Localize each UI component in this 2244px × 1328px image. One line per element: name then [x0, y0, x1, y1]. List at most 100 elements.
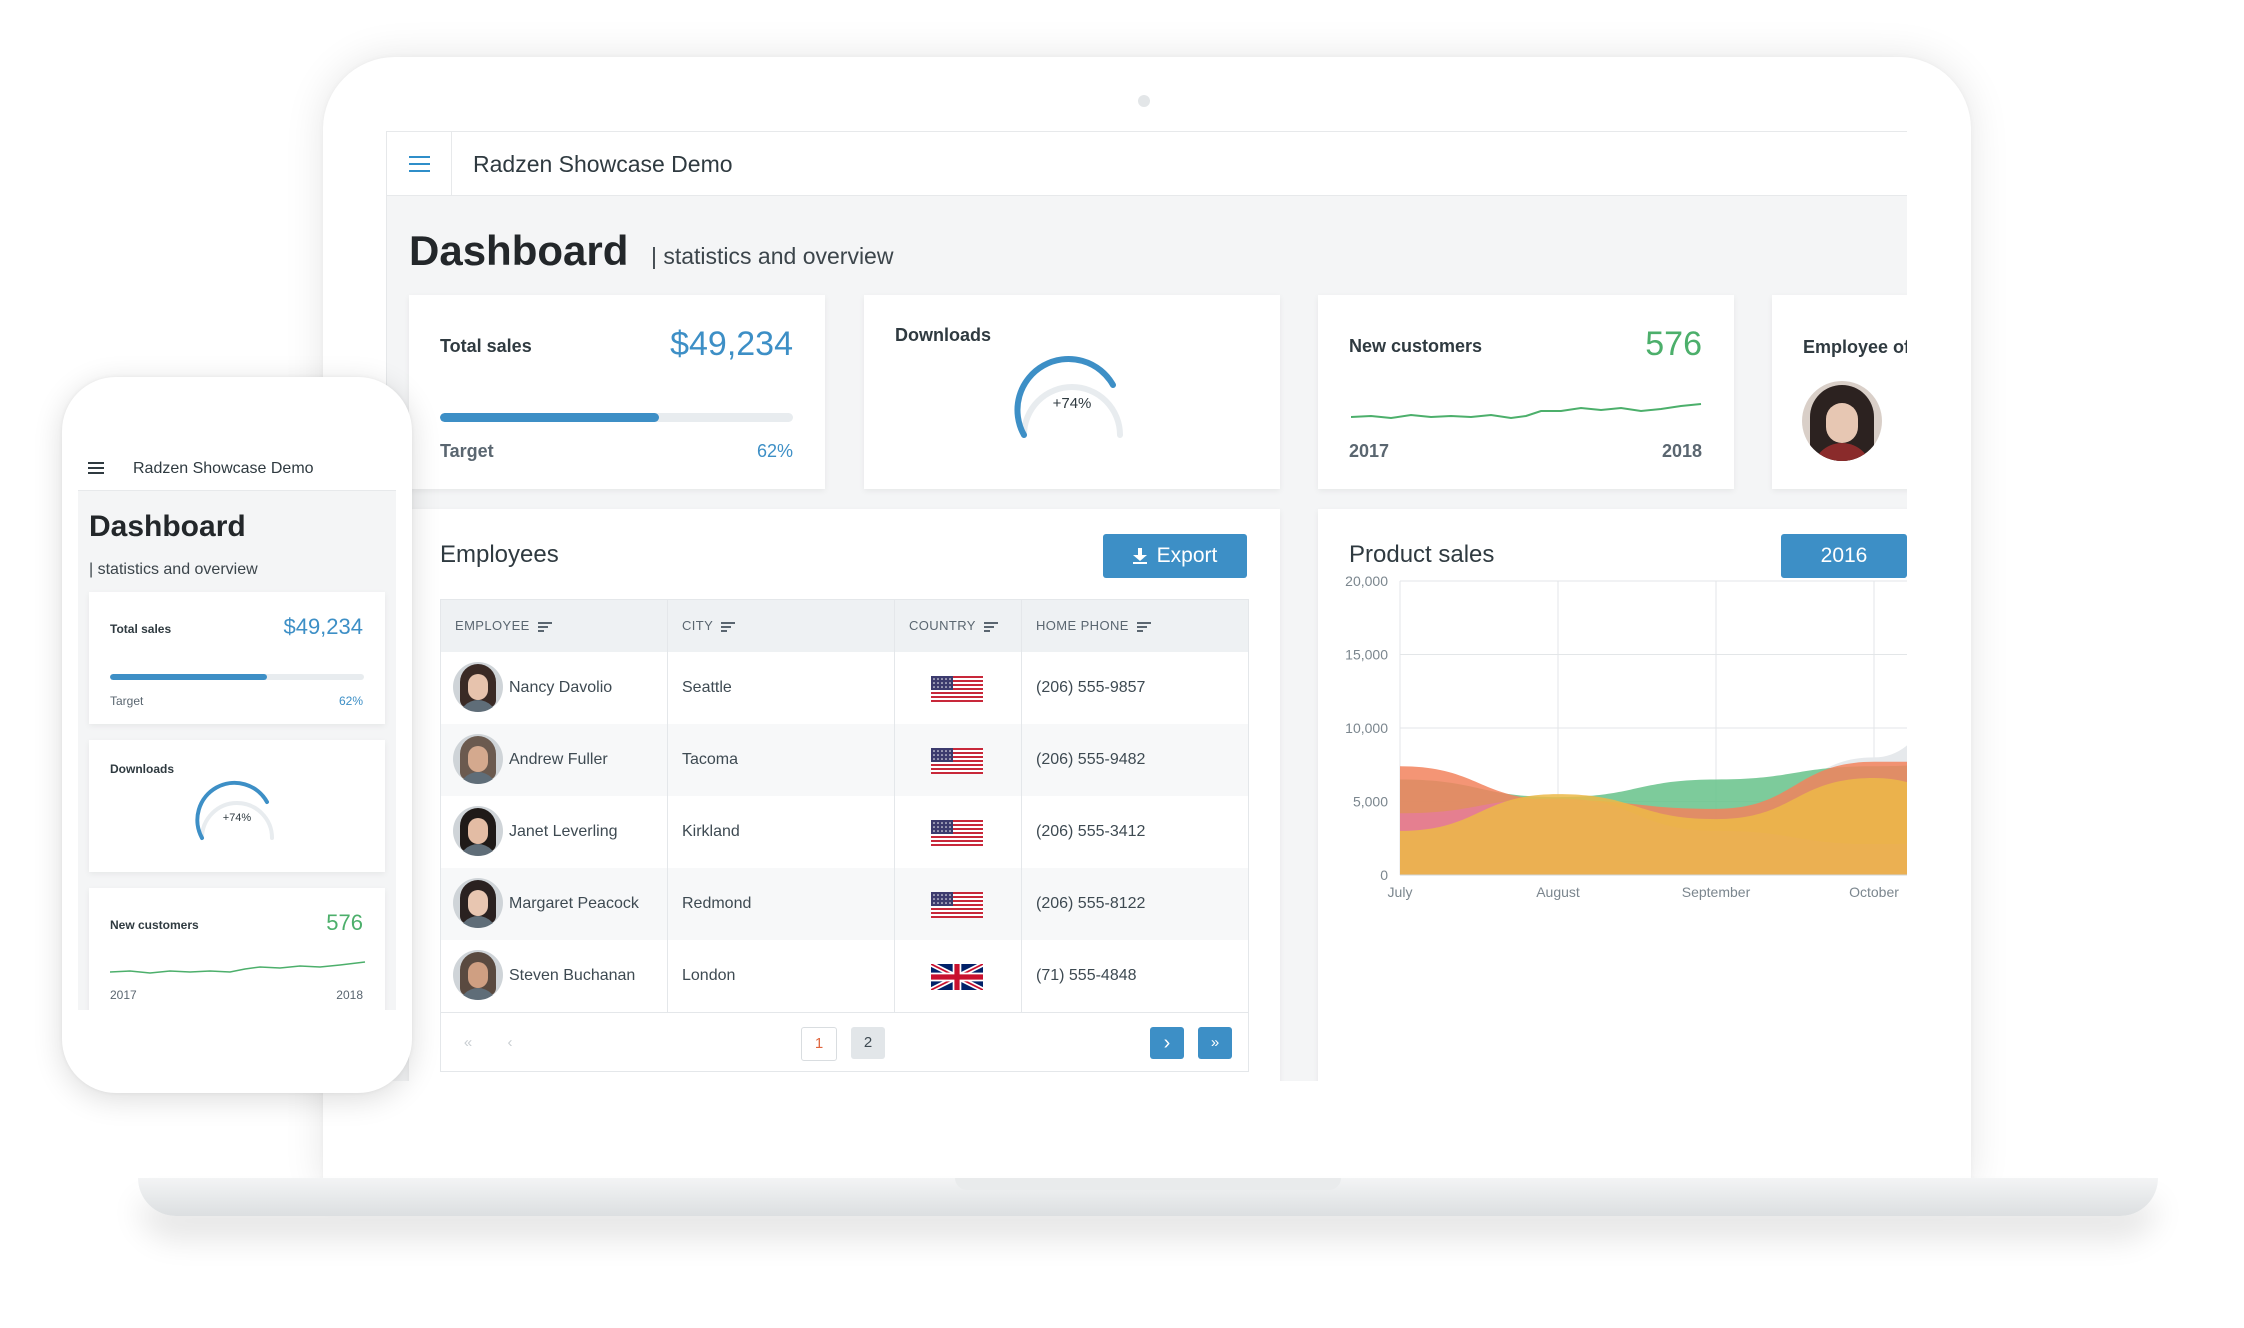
- downloads-change: +74%: [1052, 395, 1092, 412]
- column-header-city[interactable]: CITY: [682, 600, 736, 652]
- phone-target-label: Target: [110, 694, 144, 708]
- x-tick-label: August: [1536, 884, 1580, 900]
- laptop-screen: Radzen Showcase Demo Dashboard | statist…: [386, 131, 1907, 1081]
- page-title: Dashboard: [409, 227, 629, 274]
- phone-customers-from-year: 2017: [110, 988, 137, 1002]
- phone-total-sales-card: Total sales $49,234 Target 62%: [89, 592, 385, 724]
- uk-flag-icon: [931, 964, 983, 990]
- sort-icon[interactable]: [983, 621, 998, 632]
- employee-of-month-card: Employee of: [1772, 295, 1907, 489]
- customers-to-year: 2018: [1661, 441, 1702, 461]
- employee-home-phone: (206) 555-3412: [1036, 823, 1146, 840]
- pager-first-button[interactable]: «: [463, 1034, 473, 1051]
- target-percent: 62%: [756, 441, 793, 461]
- phone-page-title: Dashboard: [89, 510, 246, 543]
- sort-icon[interactable]: [1136, 621, 1151, 632]
- export-label: Export: [1156, 544, 1218, 567]
- employee-home-phone: (206) 555-9482: [1036, 751, 1146, 768]
- table-row[interactable]: Andrew Fuller Tacoma (206) 555-9482: [440, 724, 1249, 797]
- employee-name: Andrew Fuller: [509, 751, 608, 768]
- downloads-card: Downloads +74%: [864, 295, 1280, 489]
- year-dropdown-button[interactable]: 2016: [1781, 534, 1907, 578]
- table-row[interactable]: Steven Buchanan London (71) 555-4848: [440, 940, 1249, 1013]
- employees-title: Employees: [440, 541, 559, 568]
- employee-avatar: [453, 662, 503, 712]
- new-customers-card: New customers 576 2017 2018: [1318, 295, 1734, 489]
- pager-prev-button[interactable]: ‹: [507, 1034, 513, 1051]
- employee-avatar: [453, 878, 503, 928]
- employee-home-phone: (206) 555-9857: [1036, 679, 1146, 696]
- employee-city: Seattle: [682, 679, 732, 696]
- employee-avatar: [453, 734, 503, 784]
- downloads-gauge: [1014, 355, 1123, 438]
- us-flag-icon: [931, 892, 983, 918]
- us-flag-icon: [931, 676, 983, 702]
- y-tick-label: 10,000: [1345, 720, 1388, 736]
- x-tick-label: September: [1682, 884, 1751, 900]
- employee-city: Kirkland: [682, 823, 740, 840]
- employee-of-month-label: Employee of: [1803, 337, 1907, 357]
- y-tick-label: 15,000: [1345, 647, 1388, 663]
- column-city-label: CITY: [682, 618, 714, 633]
- sort-icon[interactable]: [537, 621, 552, 632]
- phone-target-progress-fill: [110, 674, 268, 680]
- us-flag-icon: [931, 748, 983, 774]
- total-sales-value: $49,234: [670, 325, 793, 363]
- table-row[interactable]: Janet Leverling Kirkland (206) 555-3412: [440, 796, 1249, 869]
- export-button[interactable]: Export: [1103, 534, 1247, 578]
- pager-last-button[interactable]: »: [1198, 1027, 1232, 1059]
- phone-page-subtitle: | statistics and overview: [89, 561, 258, 578]
- employee-avatar: [453, 806, 503, 856]
- employee-name: Nancy Davolio: [509, 679, 613, 696]
- target-progress-fill: [440, 413, 659, 422]
- employee-name: Margaret Peacock: [509, 895, 639, 912]
- laptop-base-notch: [955, 1178, 1341, 1190]
- phone-customers-to-year: 2018: [336, 988, 363, 1002]
- employee-name: Steven Buchanan: [509, 967, 636, 984]
- employee-home-phone: (71) 555-4848: [1036, 967, 1137, 984]
- target-label: Target: [440, 441, 494, 461]
- y-tick-label: 20,000: [1345, 573, 1388, 589]
- pager-page-2[interactable]: 2: [851, 1027, 885, 1059]
- employees-grid-header: EMPLOYEE CITY COUNTRY HOME PHONE: [440, 599, 1249, 653]
- app-title: Radzen Showcase Demo: [473, 151, 733, 177]
- employees-pager: « ‹ 1 2 › »: [440, 1013, 1249, 1072]
- phone-downloads-card: Downloads +74%: [89, 740, 385, 872]
- column-header-employee[interactable]: EMPLOYEE: [455, 600, 552, 652]
- x-tick-label: October: [1849, 884, 1899, 900]
- sort-icon[interactable]: [721, 621, 736, 632]
- column-header-country[interactable]: COUNTRY: [909, 600, 998, 652]
- column-home-phone-label: HOME PHONE: [1036, 618, 1129, 633]
- total-sales-label: Total sales: [440, 336, 532, 356]
- phone-customers-sparkline: [110, 961, 366, 974]
- phone-total-sales-value: $49,234: [283, 614, 363, 639]
- employee-city: Tacoma: [682, 751, 739, 768]
- customers-from-year: 2017: [1349, 441, 1390, 461]
- us-flag-icon: [931, 820, 983, 846]
- phone-downloads-change: +74%: [222, 812, 252, 824]
- table-row[interactable]: Nancy Davolio Seattle (206) 555-9857: [440, 652, 1249, 725]
- pager-page-1[interactable]: 1: [801, 1027, 837, 1061]
- product-sales-title: Product sales: [1349, 541, 1495, 568]
- customers-sparkline: [1351, 403, 1702, 420]
- phone-new-customers-value: 576: [326, 910, 363, 935]
- phone-downloads-label: Downloads: [110, 762, 175, 776]
- employee-avatar: [453, 950, 503, 1000]
- product-sales-card: Product sales 2016 20,000 15,000 10,000 5,0…: [1318, 509, 1907, 1081]
- employee-home-phone: (206) 555-8122: [1036, 895, 1146, 912]
- hamburger-menu-icon[interactable]: [387, 132, 452, 195]
- series-area-4[interactable]: [1400, 777, 1907, 875]
- column-header-home-phone[interactable]: HOME PHONE: [1036, 600, 1151, 652]
- y-tick-label: 0: [1380, 867, 1388, 883]
- table-row[interactable]: Margaret Peacock Redmond (206) 555-8122: [440, 868, 1249, 941]
- download-icon: [1132, 548, 1147, 564]
- phone-topbar: Radzen Showcase Demo: [78, 448, 396, 491]
- y-tick-label: 5,000: [1353, 794, 1388, 810]
- new-customers-value: 576: [1645, 325, 1702, 363]
- phone-app-title: Radzen Showcase Demo: [133, 460, 314, 477]
- column-country-label: COUNTRY: [909, 618, 976, 633]
- pager-next-button[interactable]: ›: [1150, 1027, 1184, 1059]
- employee-name: Janet Leverling: [509, 823, 618, 840]
- phone-hamburger-icon[interactable]: [88, 462, 104, 474]
